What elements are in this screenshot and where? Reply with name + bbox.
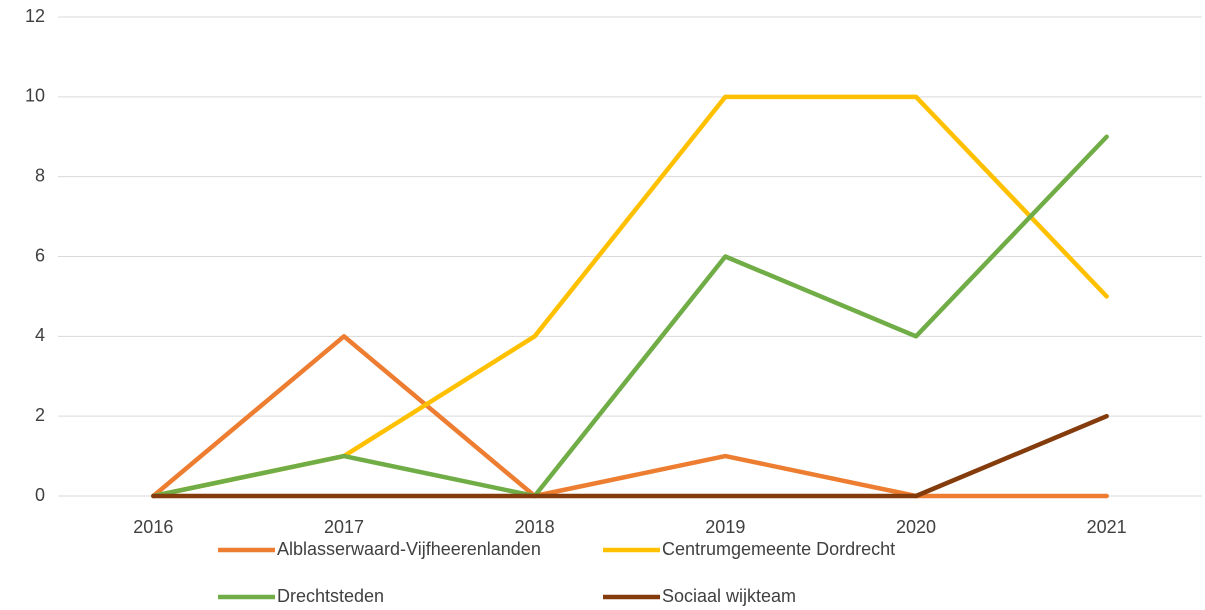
- y-tick-label: 10: [25, 86, 45, 106]
- series-line: [151, 134, 1109, 499]
- x-tick-label: 2019: [705, 517, 745, 537]
- x-tick-label: 2018: [515, 517, 555, 537]
- series-line: [151, 94, 1109, 499]
- legend-label: Sociaal wijkteam: [662, 586, 796, 606]
- series-line: [151, 413, 1109, 499]
- y-tick-label: 12: [25, 6, 45, 26]
- y-tick-label: 2: [35, 405, 45, 425]
- y-tick-label: 8: [35, 165, 45, 185]
- x-tick-label: 2017: [324, 517, 364, 537]
- y-tick-label: 0: [35, 485, 45, 505]
- y-tick-label: 6: [35, 245, 45, 265]
- y-tick-label: 4: [35, 325, 45, 345]
- x-tick-label: 2021: [1087, 517, 1127, 537]
- legend-label: Drechtsteden: [277, 586, 384, 606]
- x-tick-label: 2016: [133, 517, 173, 537]
- legend-label: Alblasserwaard-Vijfheerenlanden: [277, 539, 541, 559]
- legend-label: Centrumgemeente Dordrecht: [662, 539, 895, 559]
- x-tick-label: 2020: [896, 517, 936, 537]
- series-line: [151, 334, 1109, 499]
